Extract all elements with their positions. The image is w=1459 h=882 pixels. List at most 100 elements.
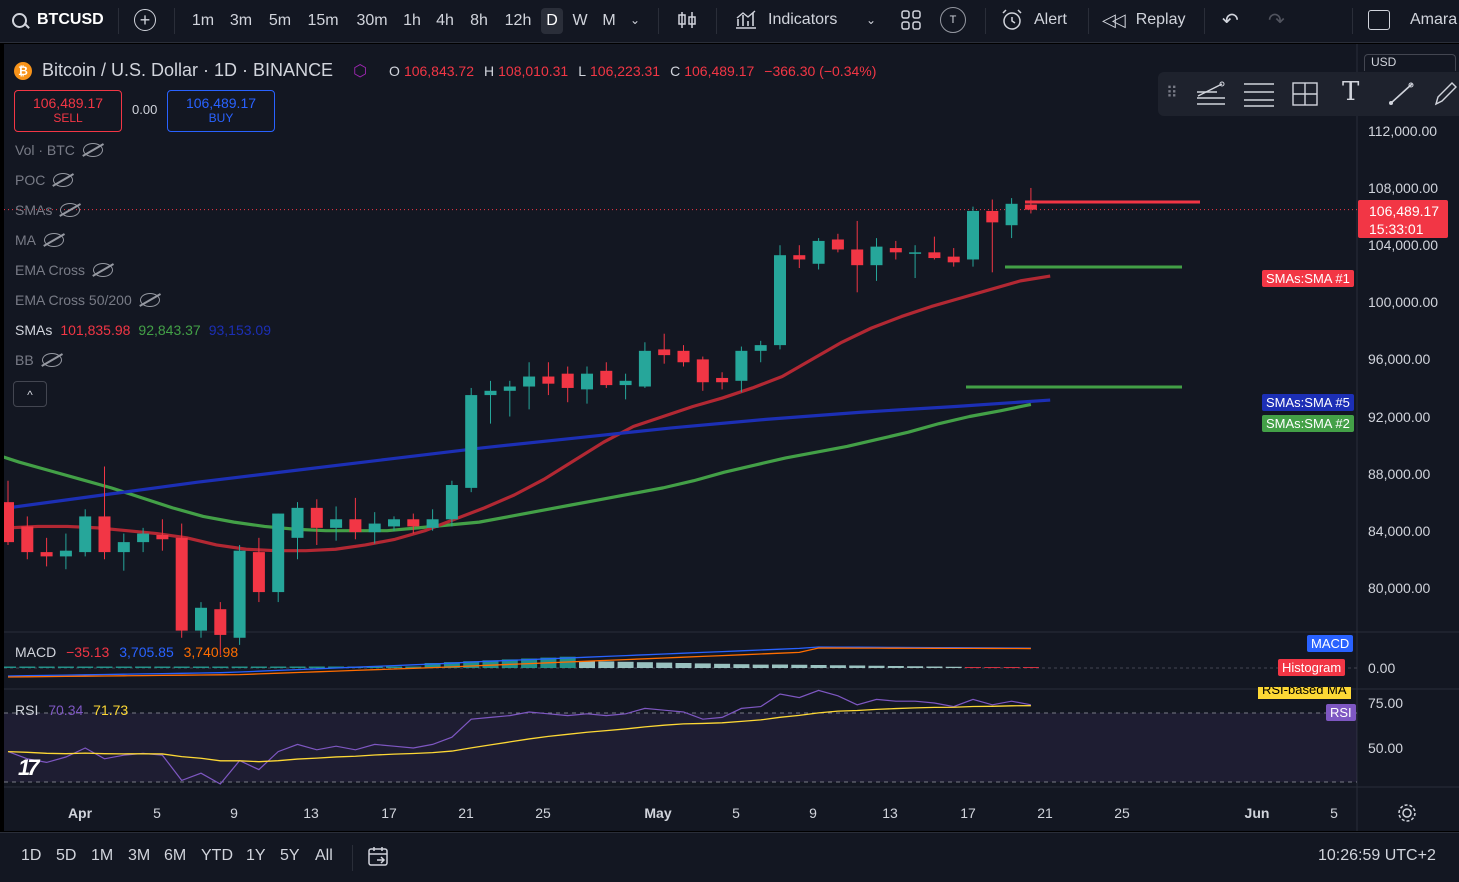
hidden-eye-icon[interactable] (60, 203, 81, 217)
candle-body (233, 550, 246, 638)
range-ytd[interactable]: YTD (201, 847, 233, 864)
drag-handle-icon[interactable]: ⠿ (1166, 85, 1178, 102)
templates-button[interactable]: T (940, 0, 966, 40)
macd-histogram-bar (308, 666, 325, 668)
indicator-ema-cross[interactable]: EMA Cross (15, 262, 114, 278)
indicators-dropdown[interactable]: ⌄ (866, 0, 876, 40)
user-menu[interactable]: Amara (1368, 0, 1457, 40)
candle-body (909, 252, 922, 254)
indicator-ma[interactable]: MA (15, 232, 64, 248)
alarm-clock-icon (1002, 9, 1022, 30)
alert-label: Alert (1034, 11, 1067, 28)
chart-settings-button[interactable] (1397, 803, 1417, 828)
symbol-legend[interactable]: ₿ Bitcoin / U.S. Dollar · 1D · BINANCE ⬡… (14, 60, 876, 81)
chart-pane[interactable] (4, 44, 1459, 831)
divider (1204, 8, 1205, 34)
range-6m[interactable]: 6M (164, 847, 187, 864)
sma2-value: 92,843.37 (138, 322, 201, 338)
candle-body (291, 507, 304, 538)
rsi-50-tick: 50.00 (1368, 740, 1404, 756)
patterns-tool-icon[interactable] (1290, 80, 1320, 114)
timeframe-3m[interactable]: 3m (229, 12, 253, 29)
candle-body (658, 349, 671, 356)
chart-type-button[interactable] (676, 0, 698, 40)
macd-line-value: 3,705.85 (119, 644, 174, 660)
replay-label: Replay (1135, 11, 1186, 28)
redo-button[interactable]: ↷ (1268, 0, 1285, 40)
candle-body (426, 519, 439, 528)
divider (118, 8, 119, 34)
candle-body (310, 507, 323, 528)
buy-button[interactable]: 106,489.17 BUY (167, 90, 275, 132)
range-1d[interactable]: 1D (21, 847, 42, 864)
layout-grid-icon (901, 10, 921, 30)
symbol-search[interactable]: BTCUSD (12, 0, 104, 40)
indicators-label: Indicators (768, 11, 838, 28)
time-tick: Jun (1244, 805, 1270, 821)
candle-body (831, 239, 844, 250)
time-tick: 9 (809, 805, 817, 821)
indicator-ema-cross-50-200[interactable]: EMA Cross 50/200 (15, 292, 160, 308)
candle-body (156, 534, 169, 540)
timeframe-5m[interactable]: 5m (268, 12, 292, 29)
bottom-bar: 1D 5D 1M 3M 6M YTD 1Y 5Y All 10:26:59 UTC+2 (0, 832, 1459, 882)
hidden-eye-icon[interactable] (44, 233, 64, 247)
clock[interactable]: 10:26:59 UTC+2 (1318, 847, 1436, 864)
indicator-poc[interactable]: POC (15, 172, 74, 188)
rsi-ma-tag: RSI-based MA (1258, 687, 1351, 699)
text-tool-icon[interactable]: T (1342, 77, 1360, 107)
timeframe-D[interactable]: D (541, 8, 563, 34)
collapse-legend-button[interactable]: ^ (13, 381, 47, 407)
indicator-bb[interactable]: BB (15, 352, 62, 368)
timeframe-8h[interactable]: 8h (470, 12, 488, 29)
add-symbol-icon: + (134, 9, 156, 31)
timeframe-dropdown[interactable]: ⌄ (630, 0, 640, 40)
replay-button[interactable]: ◁◁ Replay (1102, 0, 1186, 40)
currency-selector[interactable]: USD (1364, 54, 1456, 71)
price-chart[interactable] (4, 44, 1459, 831)
undo-button[interactable]: ↶ (1222, 0, 1239, 40)
alert-button[interactable]: Alert (1000, 0, 1067, 40)
price-tick: 112,000.00 (1368, 123, 1438, 139)
compare-button[interactable]: + (134, 0, 156, 40)
range-5d[interactable]: 5D (56, 847, 77, 864)
range-5y[interactable]: 5Y (280, 847, 300, 864)
indicator-smas-hidden-label: SMAs (15, 202, 53, 218)
hidden-eye-icon[interactable] (139, 293, 160, 307)
indicators-button[interactable]: Indicators (734, 0, 837, 40)
go-to-date-button[interactable] (366, 844, 390, 873)
indicator-vol[interactable]: Vol · BTC (15, 142, 103, 158)
sma2-line (4, 402, 1032, 533)
hidden-eye-icon[interactable] (53, 173, 74, 187)
search-icon (12, 12, 30, 29)
macd-histogram-bar (887, 666, 904, 668)
macd-legend[interactable]: MACD −35.13 3,705.85 3,740.98 (15, 644, 238, 660)
range-all[interactable]: All (315, 847, 333, 864)
timeframe-1h[interactable]: 1h (403, 12, 421, 29)
layouts-button[interactable] (900, 0, 922, 40)
indicator-smas[interactable]: SMAs 101,835.98 92,843.37 93,153.09 (15, 322, 271, 338)
trend-line-tool-icon[interactable] (1194, 80, 1228, 114)
range-1y[interactable]: 1Y (246, 847, 266, 864)
hidden-eye-icon[interactable] (41, 353, 62, 367)
range-1m[interactable]: 1M (91, 847, 114, 864)
timeframe-12h[interactable]: 12h (504, 12, 532, 29)
fib-retracement-tool-icon[interactable] (1242, 80, 1276, 114)
timeframe-M[interactable]: M (602, 12, 616, 29)
macd-histogram-bar (849, 665, 866, 668)
timeframe-30m[interactable]: 30m (356, 12, 388, 29)
rsi-legend[interactable]: RSI 70.34 71.73 (15, 702, 128, 718)
brush-tool-icon[interactable] (1386, 80, 1416, 114)
sell-button[interactable]: 106,489.17 SELL (14, 90, 122, 132)
range-3m[interactable]: 3M (128, 847, 151, 864)
timeframe-1m[interactable]: 1m (191, 12, 215, 29)
pencil-tool-icon[interactable] (1432, 80, 1458, 114)
hidden-eye-icon[interactable] (82, 143, 103, 157)
timeframe-4h[interactable]: 4h (436, 12, 454, 29)
timeframe-W[interactable]: W (572, 12, 588, 29)
tradingview-logo[interactable]: 17 (18, 755, 40, 780)
hidden-eye-icon[interactable] (93, 263, 114, 277)
timeframe-15m[interactable]: 15m (307, 12, 339, 29)
rsi-line (7, 689, 1032, 785)
indicator-smas-hidden[interactable]: SMAs (15, 202, 81, 218)
